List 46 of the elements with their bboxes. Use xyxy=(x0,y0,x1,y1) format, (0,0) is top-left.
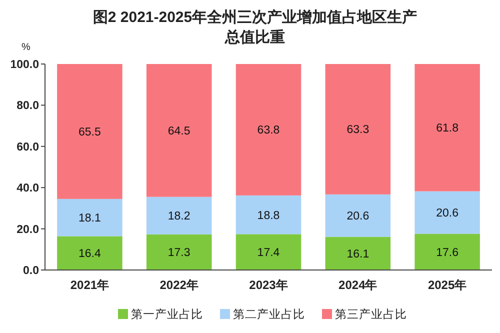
bar xyxy=(414,191,480,234)
bar xyxy=(236,234,302,270)
data-label: 64.5 xyxy=(168,125,190,138)
x-tick-label: 2022年 xyxy=(160,278,198,292)
data-label: 18.1 xyxy=(78,212,101,225)
bar xyxy=(325,236,391,270)
data-label: 63.8 xyxy=(257,124,280,137)
legend-label: 第一产业占比 xyxy=(131,307,203,321)
y-tick-label: 80.0 xyxy=(16,100,39,112)
legend-label: 第二产业占比 xyxy=(233,307,305,321)
data-label: 16.4 xyxy=(78,248,102,260)
bar xyxy=(414,234,480,270)
data-label: 65.5 xyxy=(78,126,101,138)
bar xyxy=(414,64,480,192)
legend-label: 第三产业占比 xyxy=(335,307,407,321)
bar xyxy=(236,64,302,196)
data-label: 18.8 xyxy=(257,210,280,222)
data-label: 17.4 xyxy=(257,247,280,260)
y-tick-label: 100.0 xyxy=(10,59,39,71)
bar xyxy=(57,198,122,236)
y-tick-label: 0.0 xyxy=(23,265,39,277)
data-label: 16.1 xyxy=(346,248,370,260)
data-label: 17.3 xyxy=(168,247,190,260)
data-label: 63.3 xyxy=(346,124,370,136)
data-label: 20.6 xyxy=(436,208,458,220)
bar xyxy=(325,64,391,194)
bar xyxy=(146,196,212,234)
data-label: 17.6 xyxy=(436,246,458,259)
bar xyxy=(146,64,212,197)
data-label: 61.8 xyxy=(436,122,458,135)
x-tick-label: 2023年 xyxy=(249,278,288,292)
y-tick-label: 40.0 xyxy=(16,182,39,195)
data-label: 20.6 xyxy=(346,210,370,223)
y-tick-label: 20.0 xyxy=(16,224,39,236)
x-tick-label: 2021年 xyxy=(70,278,110,292)
bar xyxy=(57,64,122,199)
x-tick-label: 2024年 xyxy=(338,278,378,292)
bar xyxy=(146,234,212,270)
bar xyxy=(57,236,122,270)
y-tick-label: 60.0 xyxy=(16,141,39,154)
x-tick-label: 2025年 xyxy=(428,278,467,292)
bar xyxy=(325,194,391,237)
data-label: 18.2 xyxy=(168,210,190,223)
y-axis-title: % xyxy=(22,42,31,53)
bar xyxy=(236,195,302,234)
chart-title: 图2 2021-2025年全州三次产业增加值占地区生产总值比重 xyxy=(92,8,418,48)
